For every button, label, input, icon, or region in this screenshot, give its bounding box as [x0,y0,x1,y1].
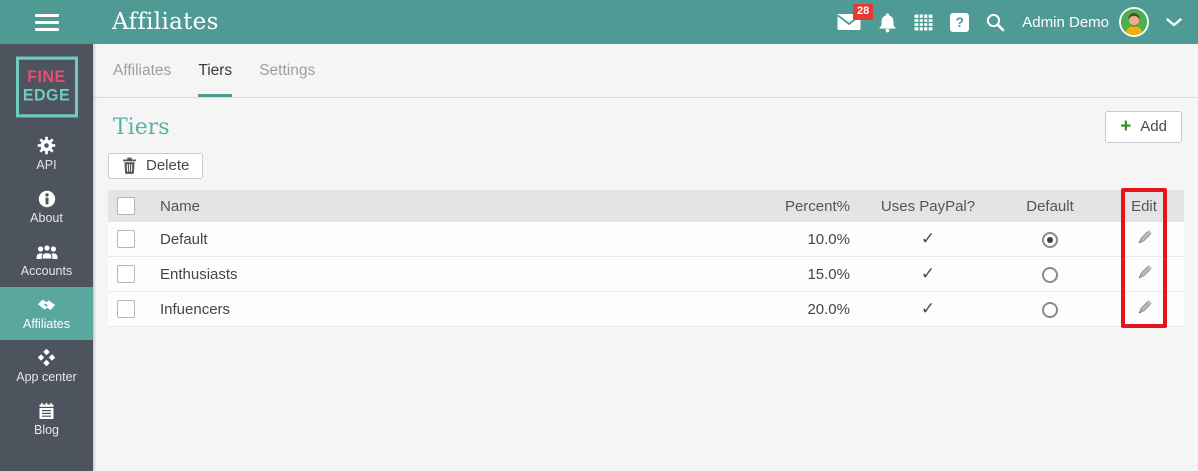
sidebar-item-label: Accounts [20,264,73,278]
sidebar-item-about[interactable]: About [0,181,93,234]
edit-pencil-icon[interactable] [1135,298,1154,317]
delete-button-label: Delete [146,157,190,174]
apps-grid-button[interactable] [914,14,933,31]
sidebar-item-accounts[interactable]: Accounts [0,234,93,287]
notifications-button[interactable] [878,12,897,33]
help-icon: ? [950,12,970,32]
app-header: Affiliates 28 [0,0,1198,44]
paypal-checkmark: ✓ [920,264,936,283]
paypal-checkmark: ✓ [920,229,936,248]
table-row: Enthusiasts 15.0% ✓ [108,257,1184,292]
tab-bar: Affiliates Tiers Settings [93,44,1198,98]
page-title: Affiliates [112,9,219,35]
tier-percent: 15.0% [740,257,860,292]
messages-count-badge: 28 [853,4,874,20]
user-menu[interactable]: Admin Demo [1022,7,1149,37]
diamonds-icon [0,348,93,367]
sidebar-item-label: Affiliates [22,317,70,331]
sidebar: FINE EDGE API Abo [0,44,93,471]
column-header-name[interactable]: Name [144,190,740,222]
user-name: Admin Demo [1022,13,1109,31]
tab-affiliates[interactable]: Affiliates [113,61,172,79]
search-button[interactable] [986,13,1005,32]
logo-line1: FINE [27,67,66,86]
header-dropdown[interactable] [1166,17,1182,27]
sidebar-item-blog[interactable]: Blog [0,393,93,446]
section-heading: Tiers [113,114,170,140]
help-button[interactable]: ? [950,12,970,32]
logo-line2: EDGE [22,87,71,105]
column-header-default[interactable]: Default [996,190,1104,222]
edit-pencil-icon[interactable] [1135,263,1154,282]
column-header-percent[interactable]: Percent% [740,190,860,222]
fineedge-logo[interactable]: FINE EDGE [15,56,78,118]
heading-row: Tiers + Add [93,111,1198,143]
row-checkbox[interactable] [117,265,135,284]
default-radio[interactable] [1042,266,1058,283]
tiers-table: Name Percent% Uses PayPal? Default Edit … [108,190,1184,327]
messages-button[interactable]: 28 [837,4,874,31]
sidebar-item-affiliates[interactable]: Affiliates [0,287,93,340]
handshake-icon [0,295,93,314]
sidebar-item-label: About [30,211,63,225]
search-icon [986,13,1005,32]
table-header-row: Name Percent% Uses PayPal? Default Edit [108,190,1184,222]
tier-percent: 10.0% [740,222,860,257]
column-header-edit[interactable]: Edit [1104,190,1184,222]
toolbar: Delete [93,153,1198,179]
paypal-checkmark: ✓ [920,299,936,318]
default-radio[interactable] [1042,231,1058,248]
column-header-paypal[interactable]: Uses PayPal? [860,190,996,222]
edit-pencil-icon[interactable] [1135,228,1154,247]
sidebar-item-label: App center [16,370,77,384]
info-icon [0,189,93,208]
header-actions: 28 [837,4,1198,37]
sidebar-item-api[interactable]: API [0,128,93,181]
select-all-checkbox[interactable] [117,197,135,216]
row-checkbox[interactable] [117,230,135,249]
tab-settings[interactable]: Settings [259,61,316,79]
sidebar-item-label: Blog [33,423,60,437]
plus-icon: + [1120,116,1132,137]
delete-button[interactable]: Delete [108,153,204,179]
hamburger-bars [34,13,59,31]
tab-tiers[interactable]: Tiers [198,44,233,97]
add-button-label: Add [1140,118,1167,135]
table-row: Default 10.0% ✓ [108,222,1184,257]
add-button[interactable]: + Add [1105,111,1182,143]
tier-name: Default [144,222,740,257]
default-radio[interactable] [1042,301,1058,318]
trash-icon [122,157,137,174]
tier-percent: 20.0% [740,292,860,327]
hamburger-menu-icon[interactable] [0,13,93,31]
grid-icon [914,14,933,31]
row-checkbox[interactable] [117,300,135,319]
sidebar-item-app-center[interactable]: App center [0,340,93,393]
people-icon [0,242,93,261]
main-content: Affiliates Tiers Settings Tiers + Add [93,44,1198,471]
gear-icon [0,136,93,155]
bell-icon [878,12,897,33]
chevron-down-icon [1166,17,1182,27]
sidebar-item-label: API [36,158,57,172]
avatar [1119,7,1149,37]
tier-name: Enthusiasts [144,257,740,292]
notepad-icon [0,401,93,420]
table-row: Infuencers 20.0% ✓ [108,292,1184,327]
tier-name: Infuencers [144,292,740,327]
